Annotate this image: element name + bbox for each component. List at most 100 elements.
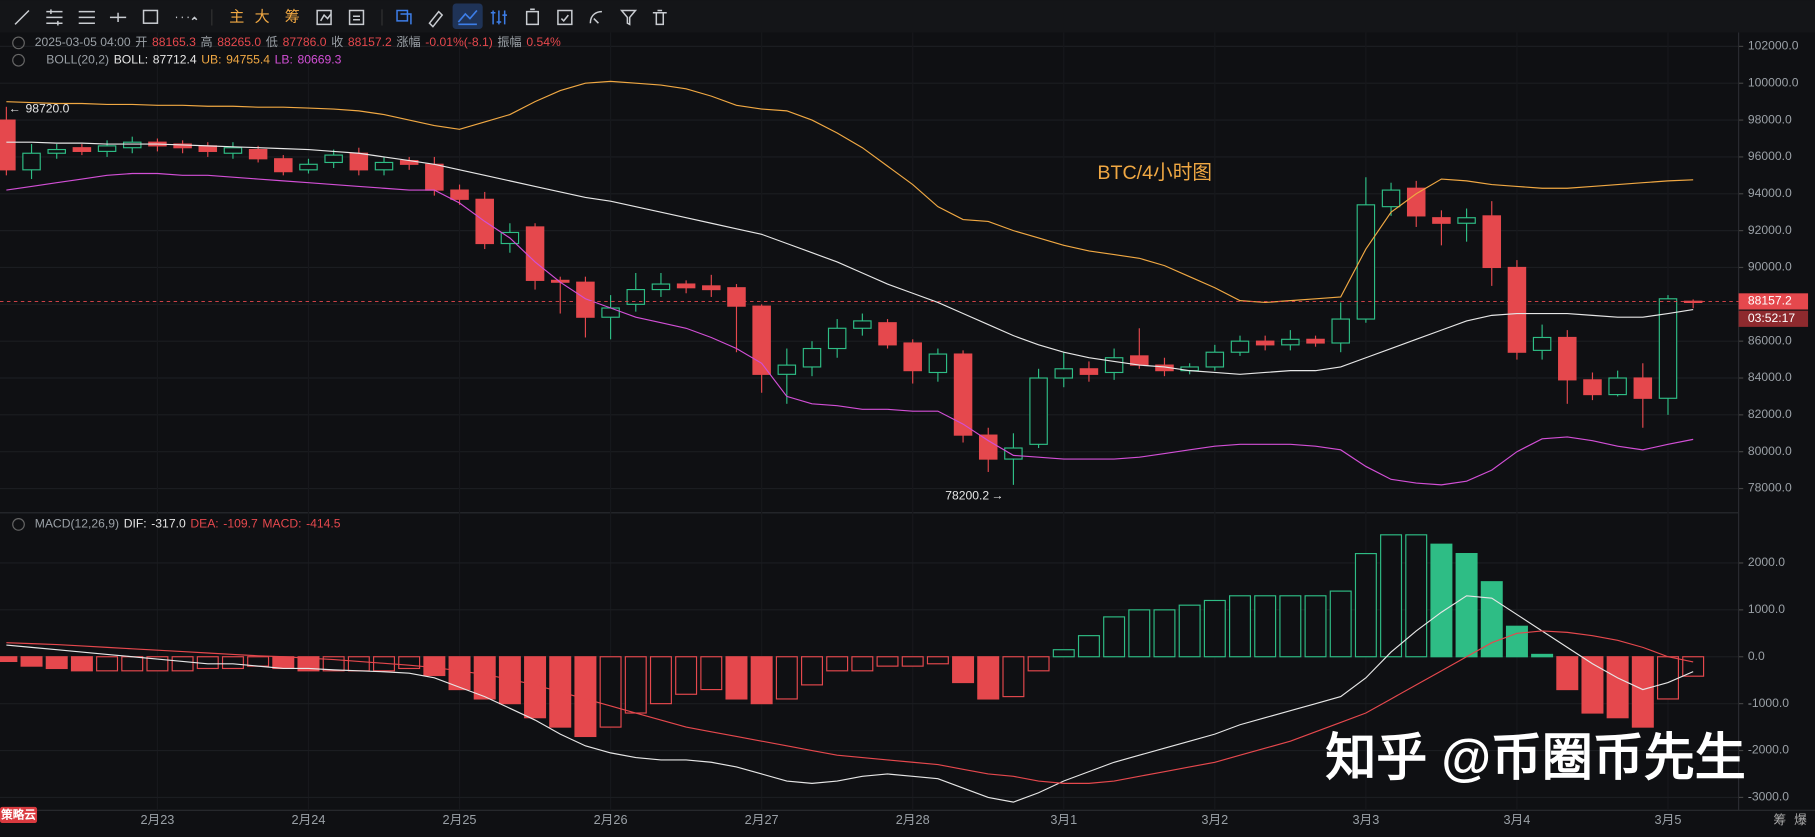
tool-calc[interactable] bbox=[348, 9, 365, 26]
candle-body bbox=[1457, 217, 1476, 224]
candle-body bbox=[928, 353, 948, 374]
candle-body bbox=[22, 152, 41, 171]
macd-bar bbox=[1656, 656, 1679, 700]
tool-fib[interactable] bbox=[78, 10, 95, 24]
x-tick-label: 3月5 bbox=[1655, 812, 1682, 827]
tool-clip[interactable] bbox=[525, 8, 540, 26]
y-tick-label: -3000.0 bbox=[1748, 790, 1789, 804]
tool-rect[interactable] bbox=[142, 9, 159, 24]
candle-body bbox=[72, 147, 92, 152]
amplitude-label: 振幅 bbox=[497, 34, 521, 49]
max-label: 98720.0 bbox=[25, 101, 69, 115]
candle-body bbox=[878, 322, 897, 346]
candle-body bbox=[576, 281, 595, 318]
tool-filter[interactable] bbox=[619, 9, 638, 26]
tool-cross[interactable] bbox=[109, 12, 127, 23]
legend-name: MACD: bbox=[262, 517, 301, 531]
macd-bar bbox=[247, 656, 270, 667]
tool-line[interactable] bbox=[14, 9, 30, 25]
toolbar-button[interactable]: 筹 bbox=[285, 8, 300, 25]
candle-body bbox=[1507, 266, 1527, 353]
macd-bar bbox=[1178, 604, 1201, 658]
toolbar bbox=[0, 0, 1815, 33]
candle-body bbox=[1230, 340, 1250, 353]
plot: 78000.080000.082000.084000.086000.088000… bbox=[0, 32, 1809, 827]
macd-bar bbox=[423, 656, 446, 677]
candle-body bbox=[1306, 338, 1325, 344]
tool-check[interactable] bbox=[557, 9, 573, 26]
macd-bar bbox=[901, 656, 924, 667]
candle-body bbox=[1482, 215, 1502, 269]
x-tick-label: 2月26 bbox=[594, 812, 628, 827]
macd-bar bbox=[775, 656, 798, 700]
candle-body bbox=[1356, 204, 1376, 320]
badge[interactable]: 策略云 bbox=[0, 808, 36, 822]
macd-bar bbox=[1631, 656, 1654, 728]
toolbar-button[interactable]: 主 bbox=[229, 8, 244, 25]
y-tick-label: 1000.0 bbox=[1748, 602, 1785, 616]
macd-bar bbox=[1052, 649, 1075, 658]
tool-magnet[interactable] bbox=[589, 10, 602, 24]
y-tick-label: 78000.0 bbox=[1748, 481, 1792, 495]
macd-bar bbox=[977, 656, 1000, 700]
candle-body bbox=[651, 283, 671, 291]
y-tick-label: 84000.0 bbox=[1748, 370, 1792, 384]
candle-body bbox=[122, 141, 142, 149]
macd-bar bbox=[1405, 534, 1428, 658]
candle-body bbox=[626, 288, 646, 305]
candle-body bbox=[676, 283, 696, 289]
tool-more[interactable] bbox=[175, 16, 198, 21]
candle-body bbox=[198, 145, 218, 152]
macd-bar bbox=[1581, 656, 1604, 714]
macd-bar bbox=[0, 656, 18, 663]
candle-body bbox=[47, 148, 66, 154]
macd-bar bbox=[20, 656, 43, 667]
min-marker: → bbox=[991, 489, 1003, 503]
tool-delete[interactable] bbox=[652, 9, 667, 26]
tool-trend[interactable] bbox=[457, 9, 478, 26]
candle-body bbox=[853, 320, 872, 329]
macd-bar bbox=[1304, 595, 1327, 658]
candle-body bbox=[1658, 298, 1678, 399]
macd-bar bbox=[1203, 599, 1226, 658]
tool-ruler[interactable] bbox=[428, 10, 444, 28]
candle-body bbox=[727, 287, 746, 307]
tool-channel[interactable] bbox=[46, 9, 63, 26]
macd-bar bbox=[851, 656, 874, 672]
candle-body bbox=[97, 145, 117, 152]
candle-body bbox=[299, 163, 318, 171]
macd-bar bbox=[347, 656, 370, 672]
candle-body bbox=[425, 163, 444, 191]
last-price: 88157.2 bbox=[1748, 294, 1792, 308]
boll-line bbox=[6, 80, 1694, 304]
footer-button[interactable]: 筹 bbox=[1773, 812, 1786, 827]
low-value: 87786.0 bbox=[283, 35, 327, 49]
tool-copy[interactable] bbox=[396, 9, 412, 25]
y-tick-label: 90000.0 bbox=[1748, 260, 1792, 274]
countdown: 03:52:17 bbox=[1748, 311, 1796, 325]
low-label: 低 bbox=[266, 35, 278, 49]
macd-bar bbox=[876, 656, 899, 667]
macd-bar bbox=[498, 656, 521, 705]
indicator-name: BOLL(20,2) bbox=[46, 52, 109, 66]
macd-line bbox=[6, 630, 1694, 784]
footer-button[interactable]: 爆 bbox=[1794, 812, 1807, 827]
candle-body bbox=[1608, 377, 1627, 396]
indicator-name: MACD(12,26,9) bbox=[35, 517, 119, 531]
candle-body bbox=[324, 154, 343, 164]
tool-draw[interactable] bbox=[316, 9, 332, 26]
legend-value: 87712.4 bbox=[153, 52, 197, 66]
y-tick-label: 98000.0 bbox=[1748, 112, 1792, 126]
macd-bar bbox=[272, 656, 295, 670]
macd-bar bbox=[70, 656, 93, 672]
macd-bar bbox=[1606, 656, 1629, 719]
badge-bg[interactable] bbox=[0, 806, 38, 824]
macd-bar bbox=[1682, 656, 1705, 677]
x-tick-label: 3月2 bbox=[1201, 812, 1228, 827]
legend-value: 80669.3 bbox=[298, 52, 342, 66]
toolbar-button[interactable]: 大 bbox=[255, 8, 270, 25]
candle-body bbox=[1079, 368, 1099, 375]
open-value: 88165.3 bbox=[152, 35, 196, 49]
tool-candles[interactable] bbox=[490, 10, 507, 25]
